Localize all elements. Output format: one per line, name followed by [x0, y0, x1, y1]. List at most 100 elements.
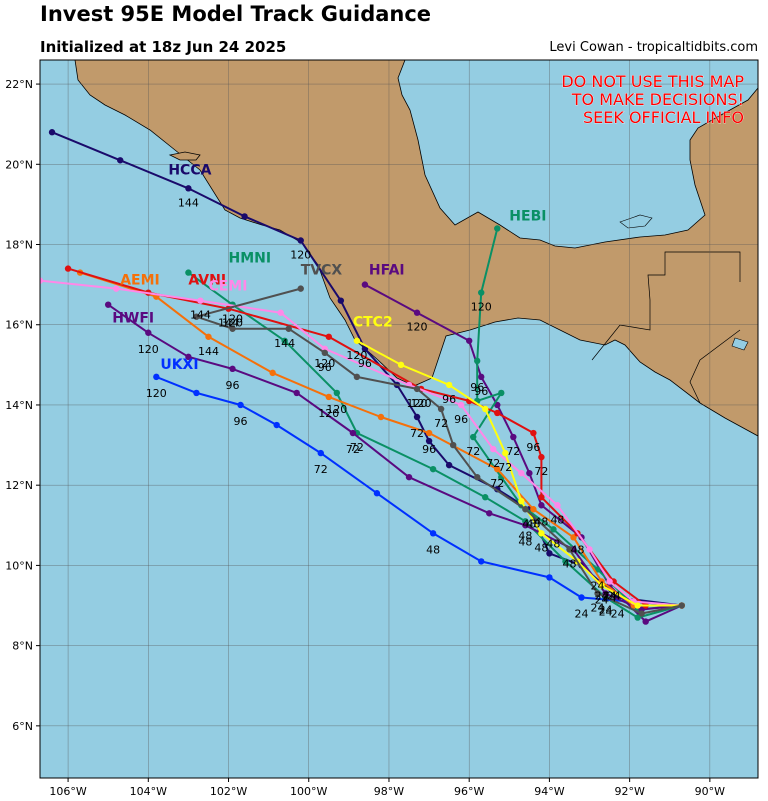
hour-label-hmni-0: 24 — [599, 606, 613, 619]
hour-label-hebi-2: 72 — [466, 445, 480, 458]
track-point-hebi-3 — [550, 526, 557, 533]
hour-label-tvcx-5: 120 — [222, 317, 243, 330]
track-point-ctc2-7 — [482, 405, 489, 413]
x-tick-label-8: 90°W — [695, 785, 725, 798]
hour-label-avni-4: 120 — [411, 397, 432, 410]
forecast-hour-labels: 2448729612014424487296120244872120120244… — [138, 196, 625, 620]
track-point-aemi-10 — [205, 333, 212, 340]
track-point-hcca-13 — [241, 213, 248, 220]
track-point-avni-5 — [538, 453, 545, 461]
chart-subtitle: Initialized at 18z Jun 24 2025 — [40, 38, 287, 56]
hour-label-hmni-3: 120 — [326, 403, 347, 416]
hour-label-tvcx-3: 120 — [407, 397, 428, 410]
track-point-hwfi-7 — [349, 429, 357, 437]
track-point-tvcx-2 — [594, 590, 601, 597]
track-point-hwfi-9 — [229, 365, 236, 373]
hour-label-ctc2-0: 24 — [595, 594, 609, 607]
track-cemi — [40, 277, 685, 609]
model-label-hebi: HEBI — [509, 208, 546, 224]
track-point-hcca-8 — [413, 413, 421, 421]
track-point-ukxi-10 — [193, 389, 200, 397]
track-line-hebi — [472, 228, 682, 611]
hour-label-aemi-0: 24 — [595, 589, 609, 602]
track-point-ukxi-11 — [153, 373, 160, 381]
track-point-tvcx-13 — [193, 313, 200, 320]
y-tick-label-8: 22°N — [5, 78, 33, 91]
hour-label-cemi-1: 48 — [550, 513, 564, 526]
track-point-tvcx-14 — [297, 285, 304, 292]
y-tick-label-5: 16°N — [5, 319, 33, 332]
track-point-tvcx-10 — [321, 349, 328, 357]
track-point-ukxi-9 — [237, 401, 244, 409]
hour-label-hcca-5: 144 — [178, 196, 199, 209]
model-label-hmni: HMNI — [229, 251, 272, 267]
track-point-avni-13 — [64, 265, 72, 272]
y-tick-label-3: 12°N — [5, 479, 33, 492]
hour-label-cemi-3: 96 — [454, 413, 468, 426]
track-point-cemi-2 — [606, 578, 613, 585]
hour-label-hcca-2: 72 — [410, 427, 424, 440]
track-point-hwfi-6 — [405, 473, 413, 481]
track-point-aemi-5 — [494, 465, 501, 473]
track-point-aemi-6 — [425, 429, 433, 437]
track-point-ctc2-2 — [598, 582, 605, 589]
hour-label-hfai-0: 24 — [603, 591, 617, 604]
track-point-hebi-9 — [474, 357, 481, 365]
track-point-hcca-6 — [445, 461, 453, 469]
track-point-avni-6 — [530, 429, 537, 437]
track-point-avni-7 — [494, 409, 501, 417]
model-label-hwfi: HWFI — [112, 311, 154, 327]
track-point-hwfi-8 — [293, 389, 300, 397]
hour-label-hebi-3: 96 — [470, 381, 484, 394]
track-point-tvcx-8 — [413, 385, 421, 393]
x-tick-label-4: 98°W — [374, 785, 404, 798]
track-point-hwfi-12 — [104, 301, 112, 308]
hour-label-hmni-1: 48 — [518, 529, 532, 542]
track-point-hwfi-11 — [145, 329, 152, 336]
track-point-cemi-11 — [197, 297, 204, 304]
hour-label-ctc2-3: 96 — [442, 393, 456, 406]
track-point-hebi-7 — [498, 389, 505, 397]
track-point-hcca-12 — [297, 237, 304, 244]
track-point-ctc2-4 — [538, 530, 545, 537]
track-point-hwfi-2 — [602, 590, 609, 597]
guatemala-honduras-border — [689, 329, 741, 404]
chart-title: Invest 95E Model Track Guidance — [40, 2, 432, 26]
hour-label-hwfi-4: 120 — [138, 343, 159, 356]
model-label-cemi: CEMI — [208, 279, 247, 295]
belize-coast — [731, 337, 749, 351]
hour-label-hcca-4: 120 — [290, 249, 311, 262]
track-point-hwfi-4 — [522, 522, 529, 529]
track-point-hebi-10 — [478, 289, 485, 296]
track-line-ukxi — [155, 375, 682, 607]
hour-label-hebi-4: 120 — [471, 301, 492, 314]
track-point-cemi-5 — [518, 469, 525, 477]
track-point-ukxi-6 — [373, 490, 381, 497]
model-label-ukxi: UKXI — [160, 357, 198, 373]
track-point-aemi-8 — [325, 393, 333, 401]
yucatan-lagoon — [619, 214, 653, 229]
hour-label-aemi-3: 96 — [422, 443, 436, 456]
y-tick-label-4: 14°N — [5, 399, 33, 412]
hour-label-hmni-4: 120 — [222, 313, 243, 326]
cuba-island — [168, 151, 201, 161]
warning-line-2: TO MAKE DECISIONS! — [571, 90, 744, 109]
x-tick-label-2: 102°W — [210, 785, 247, 798]
track-point-tvcx-5 — [474, 473, 481, 481]
track-point-hfai-5 — [526, 469, 533, 477]
track-point-tvcx-11 — [285, 325, 292, 332]
model-tracks — [40, 129, 685, 625]
track-point-ctc2-8 — [445, 381, 453, 389]
warning-text: DO NOT USE THIS MAP TO MAKE DECISIONS! S… — [561, 72, 745, 128]
track-point-hfai-1 — [642, 618, 649, 625]
track-point-cemi-4 — [554, 502, 561, 509]
track-point-hmni-3 — [562, 558, 569, 565]
track-point-ukxi-7 — [317, 449, 324, 457]
track-point-hmni-8 — [333, 389, 341, 397]
track-point-tvcx-12 — [229, 325, 236, 332]
track-point-hebi-11 — [494, 225, 501, 232]
hour-label-avni-0: 24 — [607, 589, 621, 602]
hour-label-hfai-1: 48 — [534, 515, 548, 528]
track-point-hfai-9 — [465, 337, 473, 344]
